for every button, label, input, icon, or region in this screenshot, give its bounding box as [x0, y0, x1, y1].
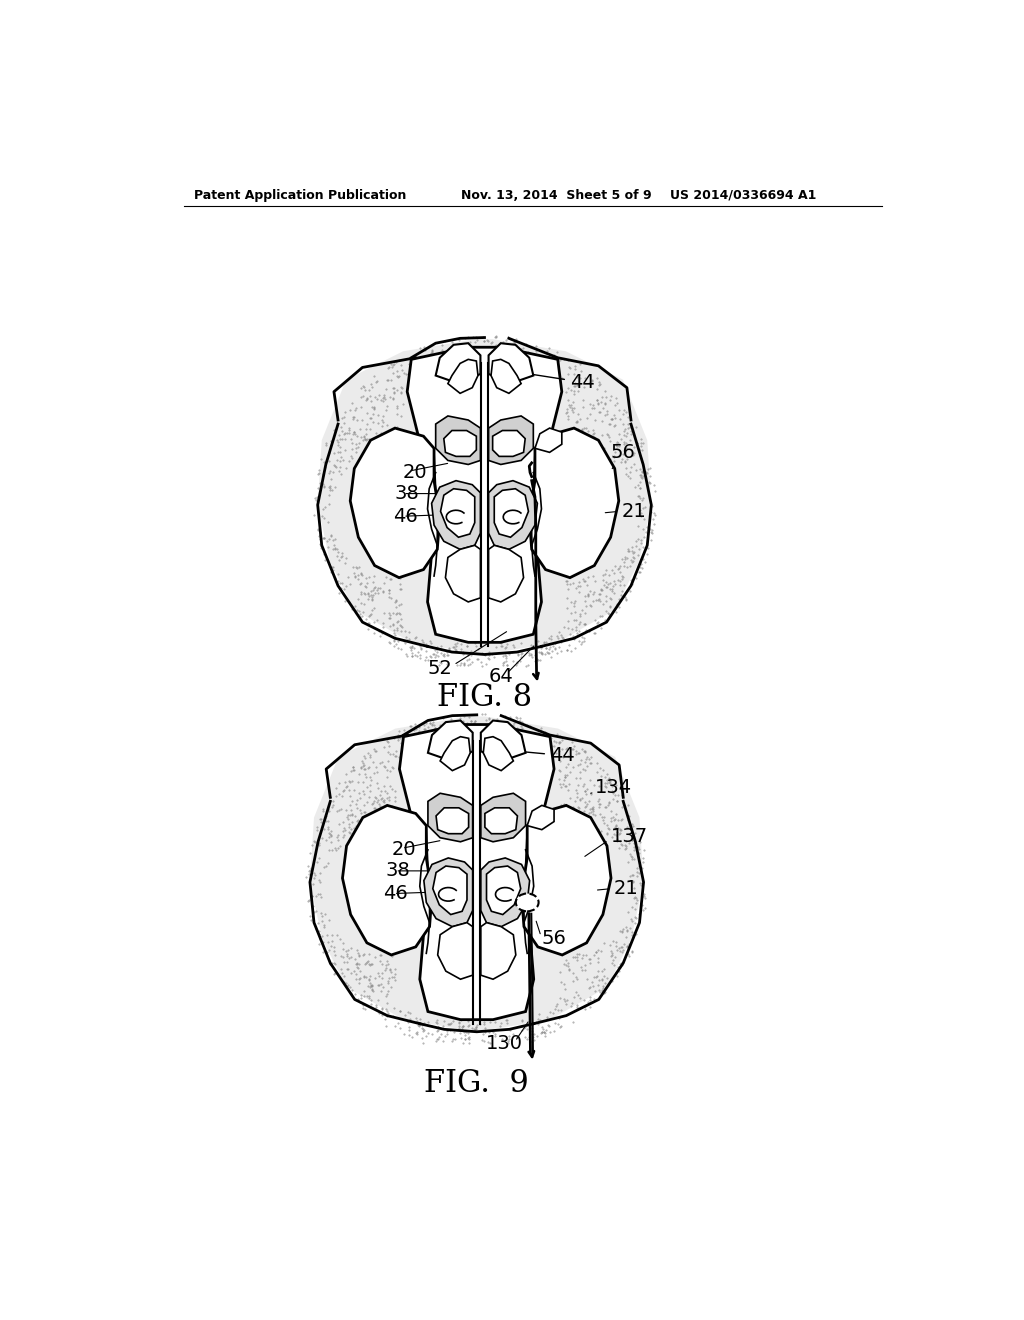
Polygon shape [408, 347, 562, 643]
Polygon shape [488, 416, 534, 465]
Polygon shape [428, 793, 473, 842]
Polygon shape [436, 808, 469, 834]
Text: 20: 20 [391, 841, 416, 859]
Polygon shape [428, 721, 473, 759]
Polygon shape [521, 805, 611, 954]
Text: US 2014/0336694 A1: US 2014/0336694 A1 [671, 189, 817, 202]
Text: 38: 38 [386, 862, 411, 880]
Polygon shape [310, 717, 643, 1032]
Polygon shape [535, 428, 562, 453]
Text: 20: 20 [403, 463, 428, 482]
Polygon shape [493, 430, 525, 457]
Polygon shape [488, 545, 523, 602]
Polygon shape [481, 858, 529, 927]
Polygon shape [481, 721, 525, 759]
Text: 130: 130 [486, 1035, 523, 1053]
Polygon shape [488, 480, 538, 549]
Polygon shape [342, 805, 432, 954]
Polygon shape [483, 737, 513, 771]
Polygon shape [435, 343, 480, 381]
Polygon shape [527, 805, 554, 830]
Polygon shape [481, 793, 525, 842]
Polygon shape [485, 808, 517, 834]
Text: Patent Application Publication: Patent Application Publication [194, 189, 407, 202]
Text: FIG. 8: FIG. 8 [437, 682, 532, 713]
Text: 44: 44 [520, 746, 574, 764]
Polygon shape [433, 866, 467, 915]
Text: 134: 134 [591, 779, 632, 797]
Text: 46: 46 [393, 507, 418, 525]
Polygon shape [440, 488, 475, 537]
Text: 137: 137 [611, 828, 648, 846]
Polygon shape [317, 339, 651, 655]
Polygon shape [437, 923, 473, 979]
Text: 21: 21 [613, 879, 638, 898]
Polygon shape [431, 480, 480, 549]
Polygon shape [447, 359, 478, 393]
Polygon shape [443, 430, 476, 457]
Polygon shape [399, 725, 554, 1019]
Polygon shape [486, 866, 520, 915]
Text: 64: 64 [488, 667, 513, 686]
Text: Nov. 13, 2014  Sheet 5 of 9: Nov. 13, 2014 Sheet 5 of 9 [461, 189, 652, 202]
Text: 56: 56 [542, 929, 566, 948]
Text: 46: 46 [383, 884, 408, 903]
Text: 44: 44 [532, 372, 595, 392]
Text: FIG.  9: FIG. 9 [424, 1068, 529, 1100]
Polygon shape [435, 416, 480, 465]
Polygon shape [495, 488, 528, 537]
Text: 56: 56 [610, 444, 636, 469]
Polygon shape [440, 737, 470, 771]
Polygon shape [350, 428, 439, 578]
Ellipse shape [516, 894, 539, 911]
Text: 52: 52 [427, 659, 453, 677]
Polygon shape [445, 545, 480, 602]
Text: 21: 21 [622, 502, 646, 521]
Polygon shape [488, 343, 534, 381]
Polygon shape [424, 858, 473, 927]
Polygon shape [492, 359, 521, 393]
Polygon shape [529, 428, 618, 578]
Polygon shape [481, 923, 516, 979]
Text: 38: 38 [395, 484, 420, 503]
